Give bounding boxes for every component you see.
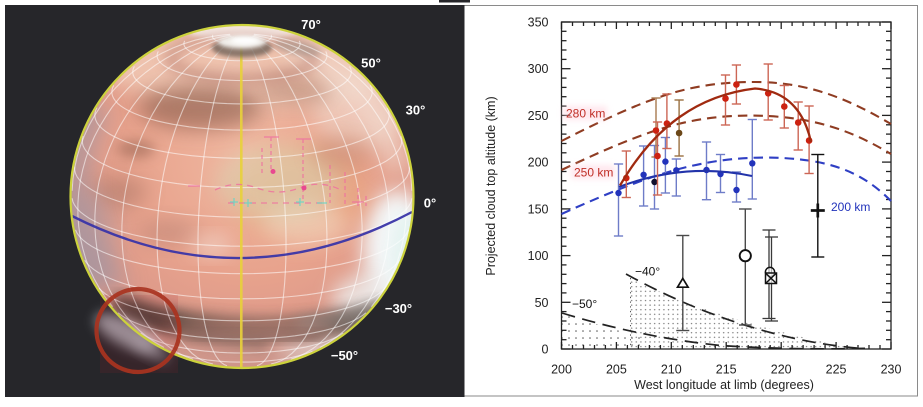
- svg-text:−30°: −30°: [385, 301, 412, 316]
- svg-text:−50°: −50°: [331, 348, 358, 363]
- svg-text:West longitude at limb (degree: West longitude at limb (degrees): [634, 378, 814, 392]
- svg-text:0°: 0°: [424, 196, 436, 211]
- svg-text:230: 230: [881, 363, 902, 377]
- svg-text:300: 300: [528, 62, 549, 76]
- svg-text:100: 100: [528, 249, 549, 263]
- svg-text:200: 200: [528, 156, 549, 170]
- svg-text:50°: 50°: [361, 56, 381, 71]
- svg-text:200: 200: [551, 363, 572, 377]
- svg-text:220: 220: [771, 363, 792, 377]
- svg-text:225: 225: [826, 363, 847, 377]
- svg-text:0: 0: [542, 343, 549, 357]
- svg-text:70°: 70°: [301, 17, 321, 32]
- svg-text:215: 215: [716, 363, 737, 377]
- svg-text:205: 205: [606, 363, 627, 377]
- svg-text:200 km: 200 km: [831, 200, 870, 214]
- svg-text:250 km: 250 km: [574, 166, 613, 180]
- svg-text:150: 150: [528, 202, 549, 216]
- svg-text:30°: 30°: [406, 103, 426, 118]
- svg-text:−50°: −50°: [572, 297, 597, 311]
- svg-text:Projected cloud top altitude (: Projected cloud top altitude (km): [484, 96, 498, 275]
- svg-text:50: 50: [535, 296, 549, 310]
- svg-text:350: 350: [528, 16, 549, 30]
- svg-text:250: 250: [528, 109, 549, 123]
- svg-text:210: 210: [661, 363, 682, 377]
- svg-text:−40°: −40°: [635, 265, 660, 279]
- svg-text:280 km: 280 km: [566, 107, 605, 121]
